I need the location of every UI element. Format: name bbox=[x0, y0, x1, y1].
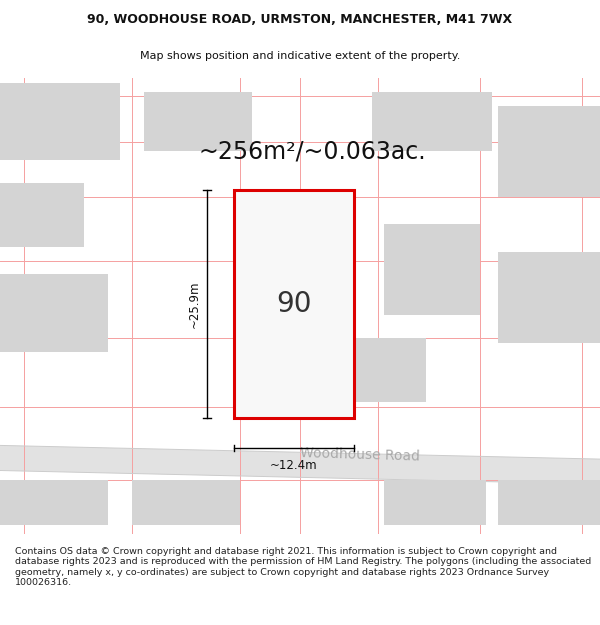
Bar bbox=[372, 92, 492, 151]
Polygon shape bbox=[0, 446, 600, 484]
Bar bbox=[0, 82, 120, 160]
Bar bbox=[0, 274, 108, 352]
Bar bbox=[384, 224, 480, 316]
Bar bbox=[384, 479, 486, 525]
Bar bbox=[342, 338, 426, 402]
Text: Map shows position and indicative extent of the property.: Map shows position and indicative extent… bbox=[140, 51, 460, 61]
Bar bbox=[498, 479, 600, 525]
Text: 90: 90 bbox=[276, 290, 312, 318]
Bar bbox=[0, 479, 108, 525]
Text: ~256m²/~0.063ac.: ~256m²/~0.063ac. bbox=[198, 139, 426, 163]
Bar bbox=[0, 183, 84, 247]
Text: 90, WOODHOUSE ROAD, URMSTON, MANCHESTER, M41 7WX: 90, WOODHOUSE ROAD, URMSTON, MANCHESTER,… bbox=[88, 13, 512, 26]
Bar bbox=[498, 106, 600, 197]
Bar bbox=[234, 190, 354, 418]
Bar bbox=[144, 92, 252, 151]
Bar bbox=[498, 251, 600, 343]
Text: ~25.9m: ~25.9m bbox=[187, 280, 200, 328]
Text: Contains OS data © Crown copyright and database right 2021. This information is : Contains OS data © Crown copyright and d… bbox=[15, 547, 591, 588]
Bar bbox=[132, 479, 240, 525]
Text: Woodhouse Road: Woodhouse Road bbox=[300, 446, 420, 463]
Text: ~12.4m: ~12.4m bbox=[270, 459, 318, 471]
